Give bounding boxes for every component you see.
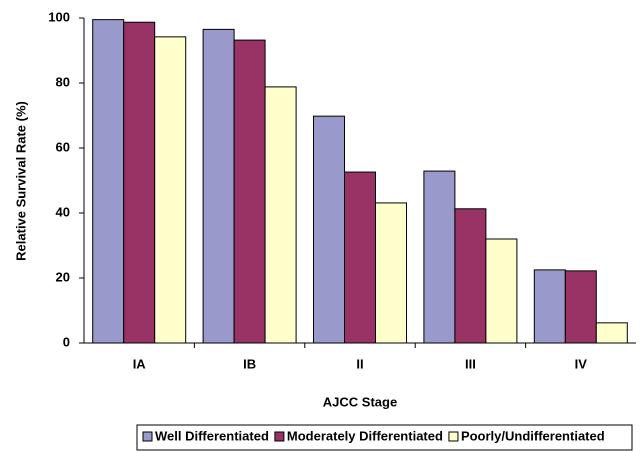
bar	[485, 238, 518, 344]
bar	[233, 39, 266, 344]
y-axis-title: Relative Survival Rate (%)	[13, 101, 28, 261]
x-axis-title: AJCC Stage	[323, 394, 397, 409]
legend-swatch	[448, 431, 459, 442]
bar	[123, 21, 156, 344]
y-tick-label: 100	[48, 9, 70, 24]
y-tick-label: 0	[63, 334, 70, 349]
bar	[423, 170, 456, 344]
x-tick-label: II	[356, 356, 363, 371]
x-tick-label: IV	[575, 356, 588, 371]
bar	[375, 202, 407, 344]
x-tick-label: III	[465, 356, 476, 371]
y-tick-label: 60	[56, 139, 70, 154]
bar	[595, 322, 628, 344]
bar	[154, 36, 187, 344]
bar	[264, 86, 297, 344]
y-tick-label: 20	[56, 269, 70, 284]
bar	[202, 28, 235, 344]
y-tick-label: 40	[56, 204, 70, 219]
legend-label: Well Differentiated	[155, 428, 269, 443]
y-tick-label: 80	[56, 74, 70, 89]
bar	[344, 171, 376, 344]
legend-box	[136, 424, 633, 451]
x-tick-label: IA	[133, 356, 147, 371]
legend-swatch	[142, 431, 153, 442]
legend-label: Moderately Differentiated	[287, 428, 443, 443]
x-tick-label: IB	[243, 356, 256, 371]
bar	[313, 115, 345, 344]
bar	[454, 208, 487, 344]
legend-label: Poorly/Undifferentiated	[461, 428, 605, 443]
bar	[564, 270, 597, 344]
bar	[533, 269, 566, 344]
bar	[92, 19, 125, 344]
legend-swatch	[274, 431, 285, 442]
